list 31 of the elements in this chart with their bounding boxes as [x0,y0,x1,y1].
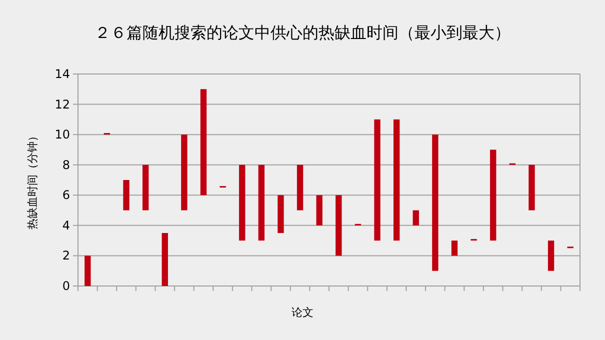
bar [548,240,554,271]
bar [278,195,284,233]
bar [142,164,149,210]
bar [451,240,458,256]
bar [393,119,400,241]
bar [432,134,438,271]
bar [336,195,342,256]
bar [123,180,130,210]
bar [258,164,265,241]
bar [374,119,380,241]
bar [490,150,496,241]
y-tick-label: 4 [62,218,70,232]
y-tick-label: 2 [62,248,70,263]
y-tick-label: 14 [54,67,70,81]
y-tick-label: 10 [54,128,70,142]
bar [200,89,207,196]
bar [528,164,535,210]
bar [296,164,304,210]
bar [412,210,419,226]
bar [181,134,188,210]
y-tick-label: 0 [62,279,70,293]
y-tick-label: 12 [54,97,70,112]
bar [162,233,168,286]
bar [316,195,322,226]
y-axis-title: 热缺血时间（分钟） [26,130,39,230]
x-axis-title: 论文 [292,306,314,319]
bar [84,256,91,286]
bar [239,164,246,241]
y-tick-label: 6 [62,188,70,202]
chart-title: ２６篇随机搜索的论文中供心的热缺血时间（最小到最大） [94,23,510,42]
y-tick-label: 8 [62,158,70,172]
